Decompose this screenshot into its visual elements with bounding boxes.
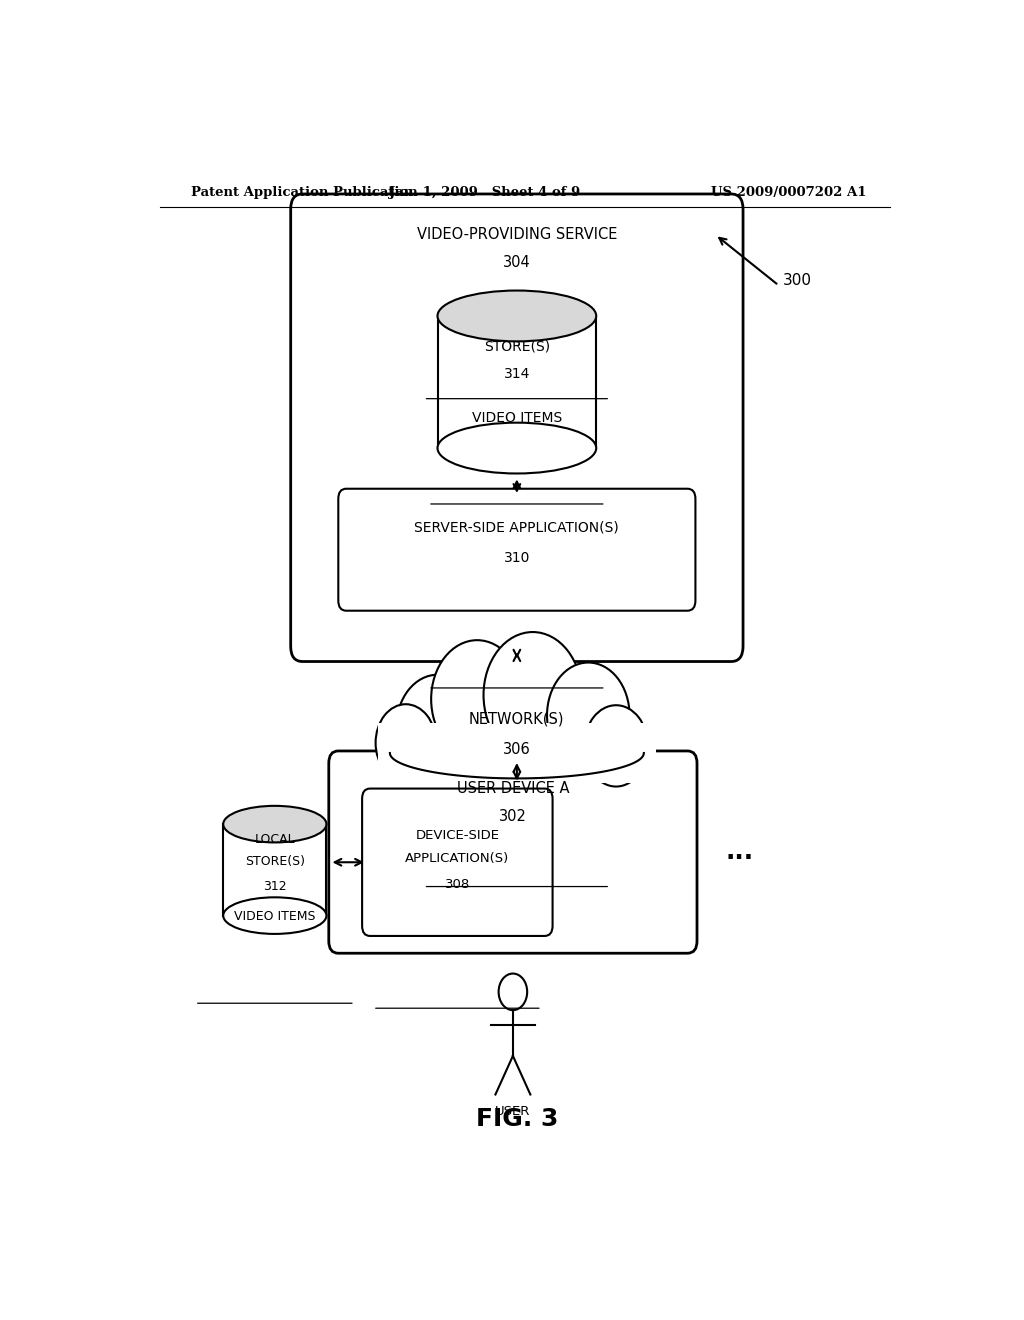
Circle shape — [376, 704, 436, 781]
Ellipse shape — [437, 290, 596, 342]
Text: NETWORK(S): NETWORK(S) — [469, 711, 564, 727]
Polygon shape — [223, 824, 327, 916]
FancyBboxPatch shape — [338, 488, 695, 611]
Circle shape — [585, 705, 648, 787]
Circle shape — [499, 974, 527, 1010]
Circle shape — [431, 640, 523, 758]
Text: 314: 314 — [504, 367, 530, 381]
Text: SERVER-SIDE APPLICATION(S): SERVER-SIDE APPLICATION(S) — [415, 520, 620, 535]
FancyBboxPatch shape — [362, 788, 553, 936]
Text: DEVICE-SIDE: DEVICE-SIDE — [416, 829, 500, 842]
Text: FIG. 3: FIG. 3 — [476, 1107, 558, 1131]
Text: STORE(S): STORE(S) — [483, 339, 550, 354]
Text: Patent Application Publication: Patent Application Publication — [191, 186, 418, 199]
Circle shape — [396, 675, 479, 780]
Text: APPLICATION(S): APPLICATION(S) — [406, 851, 510, 865]
Polygon shape — [437, 315, 596, 447]
Text: VIDEO ITEMS: VIDEO ITEMS — [234, 909, 315, 923]
FancyBboxPatch shape — [291, 194, 743, 661]
Polygon shape — [378, 722, 655, 784]
Text: USER: USER — [496, 1105, 530, 1118]
Ellipse shape — [437, 422, 596, 474]
Text: Jan. 1, 2009   Sheet 4 of 9: Jan. 1, 2009 Sheet 4 of 9 — [389, 186, 581, 199]
Text: ...: ... — [725, 840, 753, 865]
Text: STORE(S): STORE(S) — [245, 855, 305, 869]
Text: USER DEVICE A: USER DEVICE A — [457, 781, 569, 796]
FancyBboxPatch shape — [329, 751, 697, 953]
Text: US 2009/0007202 A1: US 2009/0007202 A1 — [711, 186, 866, 199]
Text: 306: 306 — [503, 742, 530, 758]
Text: 300: 300 — [782, 273, 812, 288]
Text: 308: 308 — [444, 878, 470, 891]
Text: VIDEO-PROVIDING SERVICE: VIDEO-PROVIDING SERVICE — [417, 227, 617, 242]
Text: 302: 302 — [499, 809, 526, 824]
Text: LOCAL: LOCAL — [255, 833, 295, 846]
Text: 304: 304 — [503, 255, 530, 269]
Ellipse shape — [223, 805, 327, 842]
Circle shape — [547, 663, 630, 768]
Text: 310: 310 — [504, 550, 530, 565]
Ellipse shape — [223, 898, 327, 935]
Circle shape — [483, 632, 582, 758]
Text: 312: 312 — [263, 879, 287, 892]
Text: VIDEO ITEMS: VIDEO ITEMS — [472, 411, 562, 425]
